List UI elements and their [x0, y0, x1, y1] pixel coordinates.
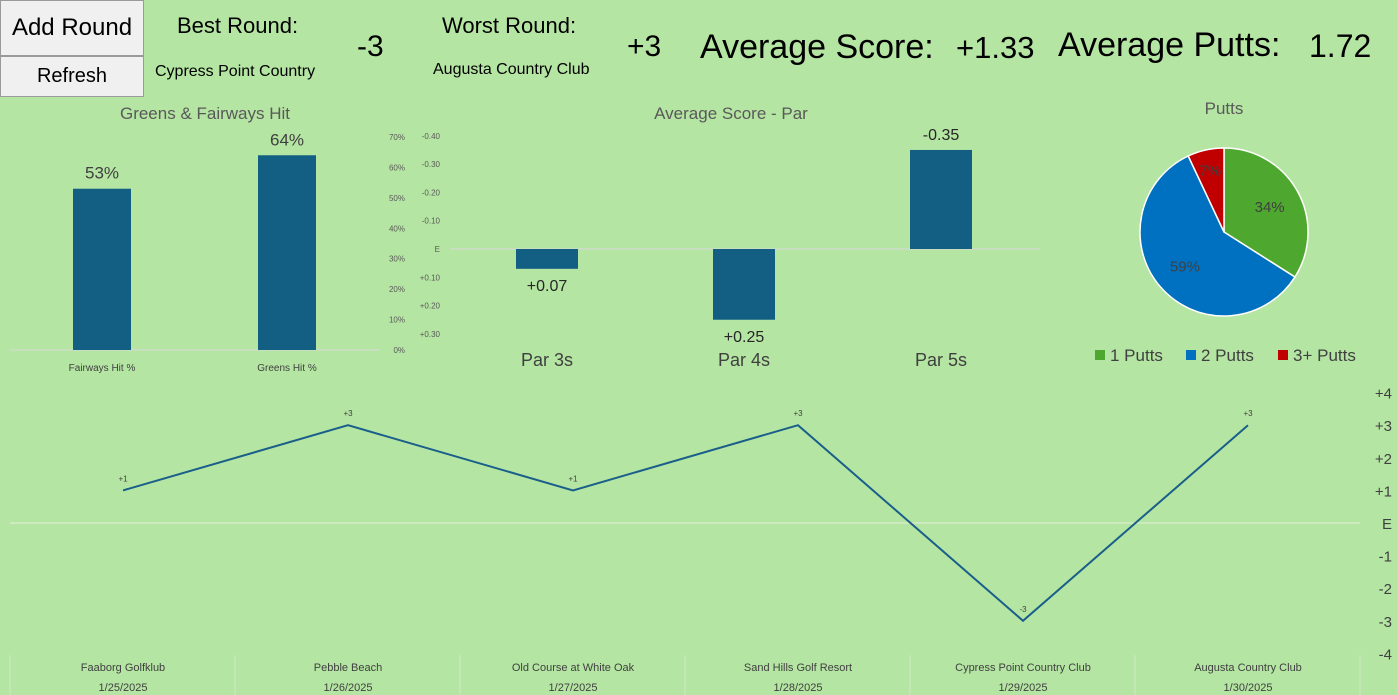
x-tick-label: Par 4s: [718, 350, 770, 370]
chart-title: Putts: [1205, 99, 1244, 118]
pie-slice: [1139, 154, 1296, 317]
bar-data-label: -0.35: [923, 127, 960, 144]
y-tick-label: -1: [1379, 549, 1392, 566]
refresh-button[interactable]: Refresh: [0, 56, 144, 97]
average-putts-label: Average Putts:: [1058, 26, 1281, 64]
y-tick-label: 50%: [389, 194, 405, 203]
x-tick-date-label: 1/29/2025: [999, 682, 1048, 694]
y-tick-label: -3: [1379, 614, 1392, 631]
y-tick-label: 40%: [389, 224, 405, 233]
pie-data-label: 34%: [1255, 199, 1285, 216]
y-tick-label: 20%: [389, 285, 405, 294]
y-tick-label: E: [1382, 516, 1392, 533]
legend-swatch: [1186, 350, 1196, 360]
legend-label: 3+ Putts: [1293, 346, 1356, 365]
worst-round-label: Worst Round:: [442, 13, 577, 38]
pie-data-label: 7%: [1199, 163, 1221, 180]
point-data-label: +3: [793, 409, 803, 418]
x-tick-label: Par 5s: [915, 350, 967, 370]
y-tick-label: E: [435, 245, 440, 254]
bar-data-label: 53%: [85, 164, 119, 183]
putts-pie-chart: Putts 34% 59% 7% 1 Putts 2 Putts 3+ Putts: [1095, 99, 1356, 365]
chart-title: Average Score - Par: [654, 104, 808, 123]
y-tick-label: -0.30: [422, 160, 441, 169]
legend-swatch: [1095, 350, 1105, 360]
point-data-label: +1: [568, 474, 578, 483]
x-tick-course-label: Old Course at White Oak: [512, 662, 635, 674]
y-tick-label: 10%: [389, 316, 405, 325]
x-tick-course-label: Augusta Country Club: [1194, 662, 1302, 674]
legend-label: 2 Putts: [1201, 346, 1254, 365]
chart-title: Greens & Fairways Hit: [120, 104, 290, 123]
y-tick-label: -0.10: [422, 217, 441, 226]
worst-round-score: +3: [627, 30, 662, 63]
bar-data-label: 64%: [270, 130, 304, 149]
y-tick-label: 30%: [389, 255, 405, 264]
x-tick-course-label: Cypress Point Country Club: [955, 662, 1091, 674]
y-tick-label: 70%: [389, 133, 405, 142]
average-score-label: Average Score:: [700, 28, 934, 66]
series-line: [122, 424, 1249, 623]
best-round-label: Best Round:: [177, 13, 299, 38]
y-tick-label: +3: [1375, 418, 1392, 435]
bar: [516, 249, 578, 269]
point-data-label: +3: [1243, 409, 1253, 418]
y-tick-label: +0.30: [420, 330, 441, 339]
y-tick-label: +2: [1375, 451, 1392, 468]
y-tick-label: +4: [1375, 386, 1392, 403]
bar: [910, 149, 972, 249]
x-tick-label: Par 3s: [521, 350, 573, 370]
worst-round-course: Augusta Country Club: [433, 61, 590, 78]
legend-label: 1 Putts: [1110, 346, 1163, 365]
x-tick-date-label: 1/26/2025: [324, 682, 373, 694]
add-round-button[interactable]: Add Round: [0, 0, 144, 56]
point-data-label: +1: [118, 474, 128, 483]
point-data-label: +3: [343, 409, 353, 418]
bar: [713, 249, 775, 320]
y-tick-label: -0.40: [422, 132, 441, 141]
x-tick-course-label: Faaborg Golfklub: [81, 662, 165, 674]
bar: [258, 155, 316, 350]
best-round-score: -3: [357, 30, 384, 63]
x-tick-date-label: 1/30/2025: [1224, 682, 1273, 694]
pie-slice: [1187, 147, 1225, 233]
y-tick-label: -2: [1379, 581, 1392, 598]
bar-data-label: +0.07: [527, 278, 568, 295]
y-tick-label: 60%: [389, 163, 405, 172]
x-tick-date-label: 1/27/2025: [549, 682, 598, 694]
y-tick-label: -4: [1379, 646, 1392, 663]
average-putts-value: 1.72: [1309, 28, 1372, 64]
y-tick-label: -0.20: [422, 188, 441, 197]
pie-data-label: 59%: [1170, 258, 1200, 275]
bar-data-label: +0.25: [724, 329, 765, 346]
point-data-label: -3: [1019, 605, 1027, 614]
x-tick-course-label: Pebble Beach: [314, 662, 383, 674]
average-score-par-chart: Average Score - Par -0.40 -0.30 -0.20 -0.10 E…: [420, 104, 1040, 370]
x-tick-label: Fairways Hit %: [69, 363, 136, 374]
y-tick-label: 0%: [393, 346, 405, 355]
round-scores-line-chart: +4 +3 +2 +1 E -1 -2 -3 -4 +1 +3 +1 +3 -3 +3 Faaborg Gol…: [9, 386, 1392, 695]
y-tick-label: +0.10: [420, 273, 441, 282]
greens-fairways-chart: Greens & Fairways Hit 0% 10% 20% 30% 40% 50% 60…: [10, 104, 405, 374]
x-tick-date-label: 1/25/2025: [99, 682, 148, 694]
average-score-value: +1.33: [956, 30, 1035, 65]
best-round-course: Cypress Point Country: [155, 63, 316, 80]
y-tick-label: +1: [1375, 483, 1392, 500]
x-tick-course-label: Sand Hills Golf Resort: [744, 662, 852, 674]
x-tick-label: Greens Hit %: [257, 363, 317, 374]
legend-swatch: [1278, 350, 1288, 360]
y-tick-label: +0.20: [420, 302, 441, 311]
x-tick-date-label: 1/28/2025: [774, 682, 823, 694]
bar: [73, 188, 131, 350]
